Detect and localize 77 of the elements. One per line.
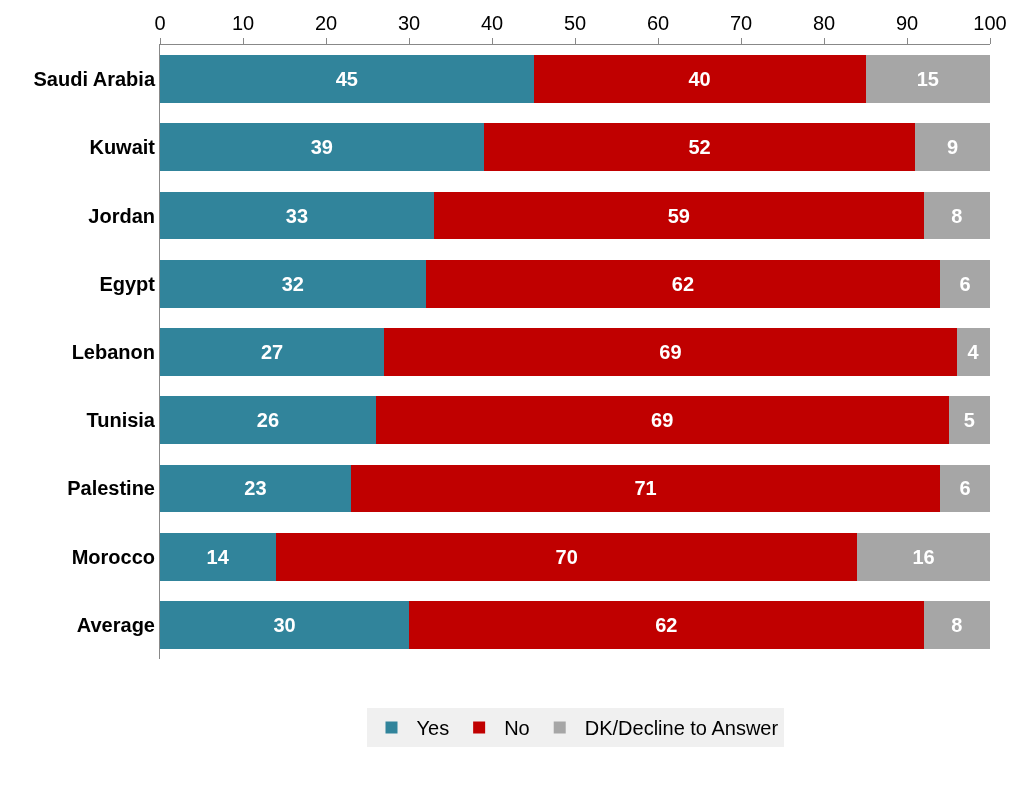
bar (425, 259, 941, 308)
x-tick-label: 10 (231, 12, 255, 34)
bar (160, 532, 277, 581)
x-tick-label: 80 (812, 12, 836, 34)
bar (276, 532, 858, 581)
bar (375, 396, 949, 445)
legend-label: DK/Decline to Answer (584, 717, 779, 740)
bar (915, 123, 990, 172)
bar (409, 601, 924, 649)
bar (533, 55, 866, 103)
data-label: 6 (959, 477, 971, 500)
data-label: 8 (951, 613, 963, 636)
data-label: 32 (281, 272, 304, 295)
bar (160, 464, 351, 513)
data-label: 40 (688, 68, 711, 91)
data-label: 69 (651, 409, 674, 432)
data-label: 27 (260, 341, 284, 363)
y-tick-label: Lebanon (71, 341, 155, 363)
bar (350, 464, 941, 513)
data-label: 16 (912, 545, 935, 568)
x-tick-label: 60 (646, 12, 670, 34)
data-label: 39 (310, 136, 333, 159)
data-label: 8 (951, 204, 963, 227)
data-label: 33 (285, 204, 309, 227)
y-tick-label: Morocco (71, 545, 155, 568)
data-label: 70 (555, 545, 578, 568)
legend-label: Yes (416, 717, 450, 740)
y-tick-label: Tunisia (86, 409, 156, 432)
bar (923, 191, 990, 240)
x-tick-label: 20 (314, 12, 338, 34)
bar (160, 259, 426, 308)
data-label: 14 (206, 545, 230, 568)
data-label: 69 (659, 341, 682, 363)
data-label: 30 (273, 613, 296, 636)
y-tick-label: Palestine (67, 477, 155, 500)
x-tick-label: 100 (973, 12, 1007, 34)
y-tick-label: Saudi Arabia (33, 68, 156, 91)
data-label: 62 (655, 613, 678, 636)
data-label: 45 (335, 68, 358, 91)
bar (923, 601, 990, 649)
data-label: 6 (959, 272, 971, 295)
data-label: 4 (967, 341, 980, 363)
x-tick-label: 90 (895, 12, 919, 34)
bar (940, 464, 990, 513)
x-tick-label: 40 (480, 12, 504, 34)
bar (948, 396, 990, 445)
x-tick-label: 0 (154, 12, 166, 34)
y-tick-label: Average (76, 613, 155, 636)
data-label: 15 (916, 68, 939, 91)
legend-label: No (504, 717, 530, 740)
x-tick-label: 50 (563, 12, 587, 34)
data-label: 59 (667, 204, 690, 227)
bar (433, 191, 924, 240)
bar (956, 328, 990, 376)
bar (160, 601, 409, 649)
bar (940, 259, 990, 308)
data-label: 26 (256, 409, 280, 432)
data-label: 62 (671, 272, 695, 295)
bar (160, 191, 434, 240)
bar (384, 328, 957, 376)
data-label: 23 (244, 477, 267, 500)
x-tick-label: 30 (397, 12, 421, 34)
y-tick-label: Jordan (88, 204, 155, 227)
bar (865, 55, 990, 103)
data-label: 5 (963, 409, 975, 432)
y-tick-label: Egypt (99, 272, 156, 295)
bar (160, 396, 376, 445)
bar (483, 123, 916, 172)
bar (857, 532, 990, 581)
data-label: 9 (947, 136, 959, 159)
x-tick-label: 70 (729, 12, 753, 34)
y-tick-label: Kuwait (89, 136, 156, 159)
data-label: 52 (688, 136, 711, 159)
bar (160, 328, 385, 376)
bar (160, 123, 484, 172)
bar (160, 55, 534, 103)
data-label: 71 (634, 477, 657, 500)
